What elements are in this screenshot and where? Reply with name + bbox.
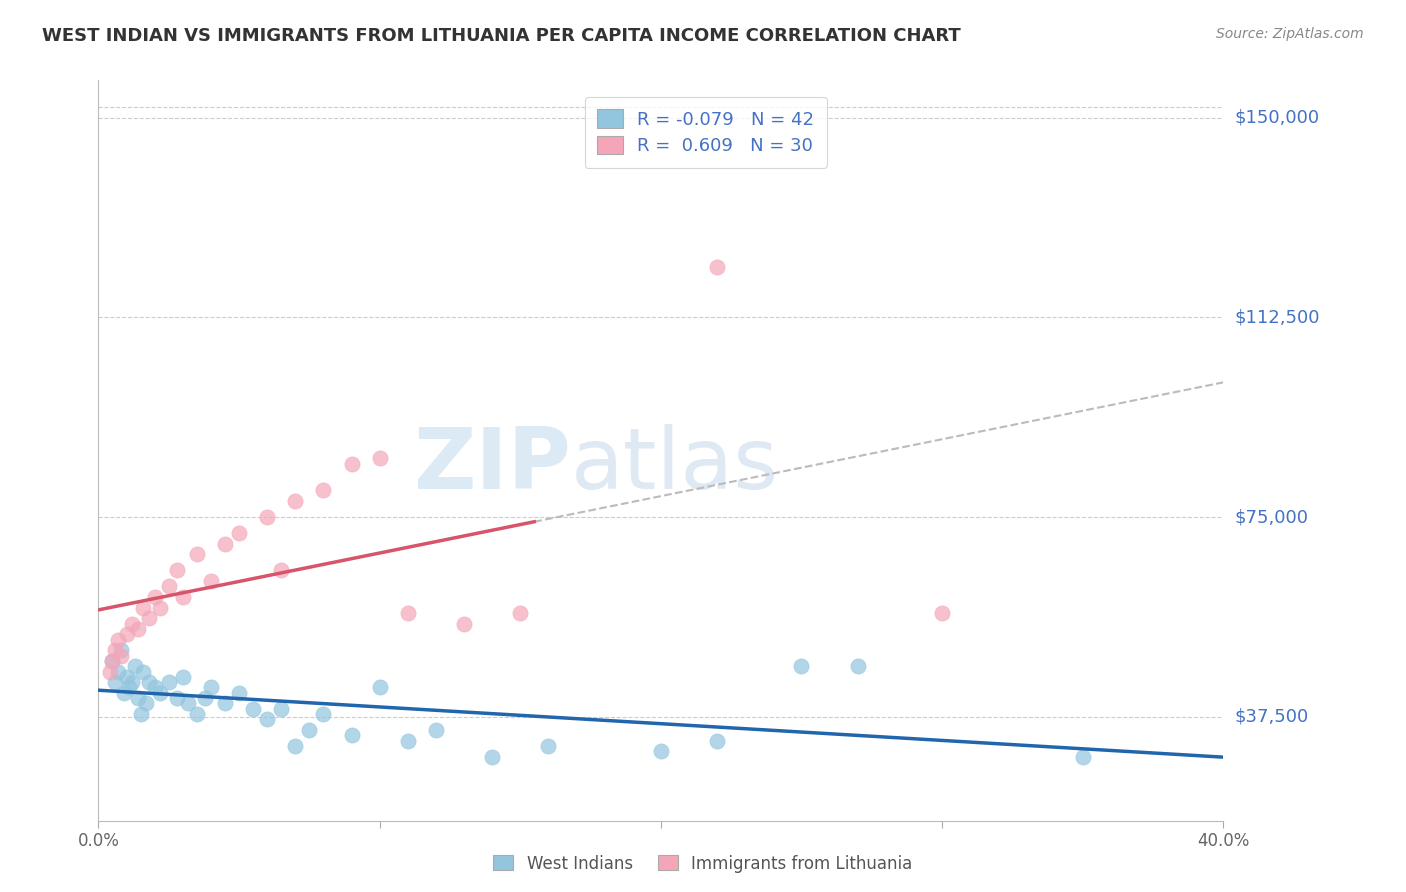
Point <box>98 665 121 679</box>
Point <box>115 627 138 641</box>
Point <box>270 702 292 716</box>
Text: WEST INDIAN VS IMMIGRANTS FROM LITHUANIA PER CAPITA INCOME CORRELATION CHART: WEST INDIAN VS IMMIGRANTS FROM LITHUANIA… <box>42 27 960 45</box>
Point <box>129 707 152 722</box>
Point <box>112 686 135 700</box>
Point <box>396 606 419 620</box>
Point <box>214 536 236 550</box>
Point <box>121 675 143 690</box>
Point <box>537 739 560 753</box>
Text: $75,000: $75,000 <box>1234 508 1309 526</box>
Point <box>186 547 208 561</box>
Point <box>166 563 188 577</box>
Point <box>650 744 672 758</box>
Point <box>284 494 307 508</box>
Point <box>127 622 149 636</box>
Point <box>396 733 419 747</box>
Point <box>143 590 166 604</box>
Point <box>110 648 132 663</box>
Point <box>214 697 236 711</box>
Point <box>157 579 180 593</box>
Point <box>481 749 503 764</box>
Point <box>228 526 250 541</box>
Point <box>166 691 188 706</box>
Point <box>149 686 172 700</box>
Point <box>846 659 869 673</box>
Point <box>242 702 264 716</box>
Point <box>115 670 138 684</box>
Point <box>121 616 143 631</box>
Text: $112,500: $112,500 <box>1234 309 1320 326</box>
Point <box>453 616 475 631</box>
Point <box>101 654 124 668</box>
Point <box>107 665 129 679</box>
Point <box>256 510 278 524</box>
Point <box>143 681 166 695</box>
Point <box>110 643 132 657</box>
Point <box>270 563 292 577</box>
Point <box>186 707 208 722</box>
Point <box>256 713 278 727</box>
Point <box>340 728 363 742</box>
Legend: R = -0.079   N = 42, R =  0.609   N = 30: R = -0.079 N = 42, R = 0.609 N = 30 <box>585 96 827 168</box>
Legend: West Indians, Immigrants from Lithuania: West Indians, Immigrants from Lithuania <box>486 848 920 880</box>
Point <box>425 723 447 737</box>
Point <box>127 691 149 706</box>
Point <box>790 659 813 673</box>
Point <box>101 654 124 668</box>
Point <box>172 670 194 684</box>
Point <box>298 723 321 737</box>
Text: $150,000: $150,000 <box>1234 109 1319 127</box>
Point <box>340 457 363 471</box>
Text: ZIP: ZIP <box>413 424 571 507</box>
Point <box>312 707 335 722</box>
Point <box>368 681 391 695</box>
Point <box>177 697 200 711</box>
Point <box>138 675 160 690</box>
Text: Source: ZipAtlas.com: Source: ZipAtlas.com <box>1216 27 1364 41</box>
Point <box>124 659 146 673</box>
Point <box>118 681 141 695</box>
Point <box>706 733 728 747</box>
Point <box>132 665 155 679</box>
Point <box>194 691 217 706</box>
Text: atlas: atlas <box>571 424 779 507</box>
Point <box>284 739 307 753</box>
Text: $37,500: $37,500 <box>1234 707 1309 726</box>
Point <box>931 606 953 620</box>
Point <box>138 611 160 625</box>
Point <box>172 590 194 604</box>
Point <box>157 675 180 690</box>
Point <box>228 686 250 700</box>
Point <box>200 574 222 588</box>
Point <box>368 451 391 466</box>
Point <box>104 675 127 690</box>
Point <box>312 483 335 498</box>
Point <box>200 681 222 695</box>
Point <box>1071 749 1094 764</box>
Point <box>149 600 172 615</box>
Point <box>135 697 157 711</box>
Point <box>104 643 127 657</box>
Point <box>509 606 531 620</box>
Point <box>132 600 155 615</box>
Point <box>107 632 129 647</box>
Point <box>706 260 728 274</box>
